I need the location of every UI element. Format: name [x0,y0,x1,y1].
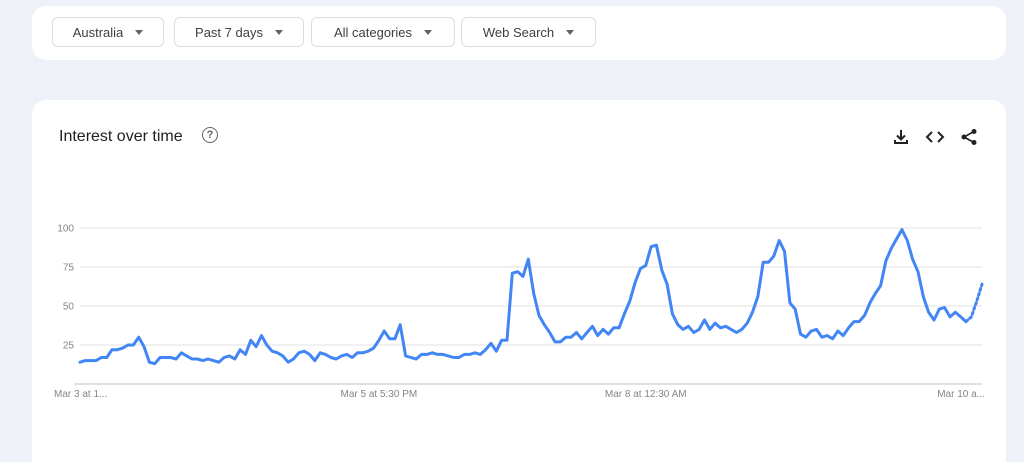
category-filter[interactable]: All categories [311,17,455,47]
dropdown-caret-icon [424,29,433,35]
y-tick-label: 75 [63,263,75,274]
region-filter-label: Australia [72,24,124,40]
y-tick-label: 100 [57,224,74,235]
series-line-partial [964,282,984,324]
region-filter[interactable]: Australia [52,17,164,47]
y-tick-label: 50 [63,302,75,313]
chart-title: Interest over time [59,128,183,145]
interest-over-time-card: Interest over time ? 100 75 50 25 Mar 3 at … [32,100,1006,462]
x-tick-label: Mar 8 at 12:30 AM [605,389,687,400]
embed-code-icon[interactable] [925,127,945,147]
property-filter-label: Web Search [482,24,555,40]
time-filter-label: Past 7 days [195,24,263,40]
series-line [78,228,968,366]
dropdown-caret-icon [274,29,283,35]
dropdown-caret-icon [566,29,575,35]
share-icon[interactable] [959,127,979,147]
property-filter[interactable]: Web Search [461,17,596,47]
download-icon[interactable] [891,127,911,147]
time-filter[interactable]: Past 7 days [174,17,304,47]
y-tick-label: 25 [63,341,75,352]
dropdown-caret-icon [135,29,144,35]
x-tick-label: Mar 5 at 5:30 PM [341,389,418,400]
line-chart: 100 75 50 25 Mar 3 at 1... Mar 5 at 5:30 PM M… [54,224,985,401]
help-circle-icon[interactable]: ? [202,127,218,143]
x-tick-label: Mar 10 a... [937,389,985,400]
category-filter-label: All categories [333,24,413,40]
filter-bar: Australia Past 7 days All categories Web… [32,6,1006,60]
x-tick-label: Mar 3 at 1... [54,389,107,400]
